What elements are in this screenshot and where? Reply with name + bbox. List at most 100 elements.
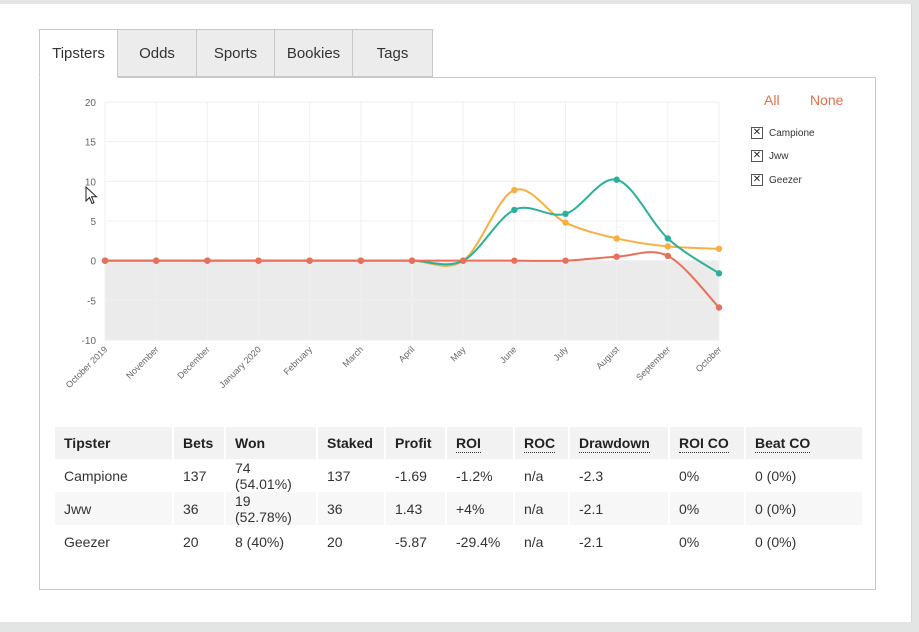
- cell-tipster: Campione: [64, 467, 128, 484]
- legend-item-geezer[interactable]: ✕ Geezer: [751, 174, 802, 186]
- data-point-jww: [715, 270, 723, 277]
- col-header-won: Won: [224, 427, 317, 459]
- data-point-jww: [562, 210, 569, 218]
- col-header-beat-co[interactable]: Beat CO: [744, 427, 862, 459]
- cell-tipster: Jww: [55, 492, 173, 525]
- data-point-geezer: [152, 257, 160, 264]
- y-tick-label: 15: [85, 138, 97, 149]
- cell-roi: +4%: [445, 492, 514, 525]
- drawdown-header-label[interactable]: Drawdown: [579, 435, 650, 453]
- cell-beat-co: 0 (0%): [744, 492, 862, 525]
- roi-header-label[interactable]: ROI: [456, 435, 481, 453]
- col-header-roi[interactable]: ROI: [445, 427, 514, 459]
- checkbox-checked-icon[interactable]: ✕: [751, 127, 763, 139]
- table-row: Geezer 20 8 (40%) 20 -5.87 -29.4% n/a -2…: [55, 525, 862, 558]
- data-point-geezer: [204, 257, 211, 264]
- legend-item-jww[interactable]: ✕ Jww: [751, 150, 788, 162]
- legend-item-label: Campione: [769, 127, 815, 139]
- cell-roc: n/a: [513, 459, 569, 492]
- data-point-jww: [664, 235, 672, 242]
- cell-bets: 36: [172, 492, 225, 525]
- legend-item-campione[interactable]: ✕ Campione: [751, 127, 815, 139]
- cell-beat-co: 0 (0%): [744, 459, 862, 492]
- mouse-pointer-icon: [85, 186, 98, 205]
- cell-won: 19 (52.78%): [224, 492, 317, 525]
- roi-co-header-label[interactable]: ROI CO: [679, 435, 729, 453]
- y-tick-label: 5: [90, 217, 96, 228]
- table-row: Campione 137 74 (54.01%) 137 -1.69 -1.2%…: [55, 459, 862, 492]
- cell-profit: -5.87: [384, 525, 446, 558]
- cell-drawdown: -2.1: [568, 492, 669, 525]
- x-tick-label: March: [340, 344, 365, 369]
- tab-tipsters[interactable]: Tipsters: [39, 29, 118, 78]
- col-header-bets: Bets: [172, 427, 225, 459]
- x-tick-label: December: [175, 344, 211, 380]
- x-tick-label: June: [498, 344, 519, 365]
- data-point-geezer: [562, 257, 569, 264]
- cell-bets: 137: [172, 459, 225, 492]
- x-tick-label: September: [634, 344, 672, 382]
- cell-staked: 20: [316, 525, 385, 558]
- y-tick-label: -10: [82, 336, 97, 347]
- x-tick-label: January 2020: [217, 344, 263, 390]
- cell-roc: n/a: [513, 492, 569, 525]
- x-tick-label: October: [694, 344, 724, 374]
- data-point-geezer: [664, 252, 672, 260]
- table-header-row: Tipster Bets Won Staked Profit ROI ROC D…: [55, 427, 862, 459]
- y-tick-label: 0: [90, 257, 96, 268]
- cell-roi-co: 0%: [668, 525, 745, 558]
- cell-roi: -29.4%: [445, 525, 514, 558]
- beat-co-header-label[interactable]: Beat CO: [755, 435, 811, 453]
- legend-all-link[interactable]: All: [764, 92, 780, 108]
- legend-item-label: Jww: [769, 150, 789, 162]
- legend-none-link[interactable]: None: [810, 92, 844, 108]
- tab-bar: Tipsters Odds Sports Bookies Tags: [39, 29, 433, 78]
- cell-roi-co: 0%: [668, 459, 745, 492]
- data-point-geezer: [101, 257, 109, 264]
- data-point-jww: [511, 206, 518, 214]
- cell-roc: n/a: [513, 525, 569, 558]
- x-tick-label: October 2019: [64, 344, 110, 390]
- table-row: Jww 36 19 (52.78%) 36 1.43 +4% n/a -2.1 …: [55, 492, 862, 525]
- roc-header-label[interactable]: ROC: [524, 435, 556, 453]
- data-point-campione: [715, 245, 723, 252]
- cell-roi: -1.2%: [445, 459, 514, 492]
- cell-beat-co: 0 (0%): [744, 525, 862, 558]
- data-point-campione: [664, 243, 672, 250]
- data-point-campione: [562, 219, 569, 226]
- cell-tipster: Geezer: [64, 533, 110, 550]
- checkbox-checked-icon[interactable]: ✕: [751, 174, 763, 186]
- cell-won: 8 (40%): [224, 525, 317, 558]
- x-tick-label: April: [397, 344, 417, 364]
- cell-profit: -1.69: [384, 459, 446, 492]
- data-point-campione: [511, 186, 518, 194]
- tab-sports[interactable]: Sports: [197, 29, 275, 77]
- cell-won: 74 (54.01%): [224, 459, 317, 492]
- data-point-geezer: [511, 257, 518, 264]
- x-tick-label: February: [282, 344, 315, 377]
- col-header-roi-co[interactable]: ROI CO: [668, 427, 745, 459]
- y-tick-label: 20: [85, 98, 97, 109]
- data-point-geezer: [408, 257, 416, 264]
- col-header-drawdown[interactable]: Drawdown: [568, 427, 669, 459]
- data-point-jww: [613, 176, 620, 183]
- tab-odds[interactable]: Odds: [118, 29, 197, 77]
- data-point-geezer: [715, 304, 723, 311]
- cell-drawdown: -2.3: [568, 459, 669, 492]
- data-point-geezer: [613, 253, 620, 260]
- checkbox-checked-icon[interactable]: ✕: [751, 150, 763, 162]
- cell-staked: 36: [316, 492, 385, 525]
- data-point-geezer: [306, 257, 313, 264]
- x-tick-label: July: [552, 344, 571, 363]
- data-point-geezer: [255, 257, 262, 264]
- cell-profit: 1.43: [384, 492, 446, 525]
- page-card: Tipsters Odds Sports Bookies Tags 20 15 10…: [0, 4, 912, 622]
- x-tick-label: November: [124, 344, 160, 380]
- tab-bookies[interactable]: Bookies: [275, 29, 353, 77]
- col-header-roc[interactable]: ROC: [513, 427, 569, 459]
- x-tick-label: August: [594, 344, 621, 371]
- tab-tags[interactable]: Tags: [353, 29, 433, 77]
- col-header-profit: Profit: [384, 427, 446, 459]
- tipster-stats-table: Tipster Bets Won Staked Profit ROI ROC D…: [55, 427, 862, 558]
